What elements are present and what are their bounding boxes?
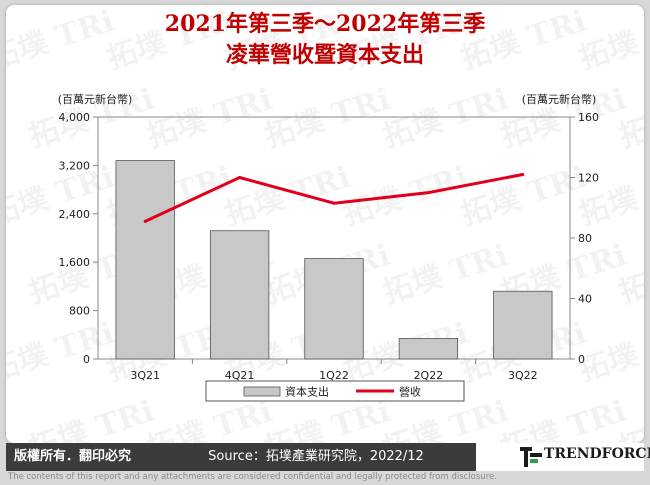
- line-revenue-point: [143, 219, 147, 223]
- brand-logo: TRENDFORCE: [476, 443, 650, 471]
- chart-title-line1: 2021年第三季～2022年第三季: [164, 11, 486, 37]
- legend-label-capex: 資本支出: [285, 385, 329, 399]
- y-left-tick-label: 2,400: [59, 208, 91, 221]
- bar-capex: [493, 290, 553, 360]
- line-revenue-point: [426, 191, 430, 195]
- chart: (百萬元新台幣) (百萬元新台幣) 08001,6002,4003,2004,0…: [58, 92, 599, 402]
- y-left-tick-label: 3,200: [59, 159, 91, 172]
- y-left-tick-label: 1,600: [59, 256, 91, 269]
- line-revenue-point: [332, 201, 336, 205]
- y-left-tick-label: 4,000: [59, 111, 91, 124]
- y-right-tick-label: 80: [578, 232, 592, 245]
- y-axis-left-label: (百萬元新台幣): [58, 92, 133, 106]
- y-right-tick-label: 160: [578, 111, 599, 124]
- y-right-tick-label: 120: [578, 172, 599, 185]
- legend-label-revenue: 營收: [399, 385, 421, 399]
- footer: 版權所有．翻印必究 Source：拓墣產業研究院，2022/12 TRENDFO…: [6, 443, 650, 473]
- line-revenue-point: [521, 172, 525, 176]
- x-tick-label: 1Q22: [319, 369, 349, 382]
- y-left-tick-label: 800: [69, 305, 90, 318]
- bar-capex: [398, 338, 459, 360]
- x-tick-label: 4Q21: [225, 369, 255, 382]
- x-tick-label: 3Q22: [508, 369, 538, 382]
- x-tick-label: 3Q21: [130, 369, 160, 382]
- legend-swatch-capex: [243, 386, 281, 397]
- y-axis-right-label: (百萬元新台幣): [522, 92, 597, 106]
- bar-capex: [115, 160, 175, 360]
- y-left-tick-label: 0: [83, 353, 90, 366]
- bar-capex: [304, 258, 364, 360]
- disclaimer: The contents of this report and any atta…: [8, 472, 497, 482]
- y-right-tick-label: 40: [578, 293, 592, 306]
- trendforce-logo-icon: [520, 447, 542, 467]
- chart-card: 拓墣 TRi 拓墣 TRi 拓墣 TRi 拓墣 TRi 拓墣 TRi 拓墣 TRi 拓墣 T…: [6, 5, 644, 443]
- source-text: Source：拓墣產業研究院，2022/12: [156, 443, 476, 471]
- line-revenue: [144, 173, 524, 223]
- y-right-tick-label: 0: [578, 353, 585, 366]
- copyright-notice: 版權所有．翻印必究: [6, 443, 182, 471]
- line-revenue-point: [238, 176, 242, 179]
- brand-name: TRENDFORCE: [544, 446, 650, 462]
- chart-title-line2: 凌華營收暨資本支出: [225, 42, 424, 68]
- x-tick-label: 2Q22: [414, 369, 444, 382]
- bar-capex: [209, 230, 270, 360]
